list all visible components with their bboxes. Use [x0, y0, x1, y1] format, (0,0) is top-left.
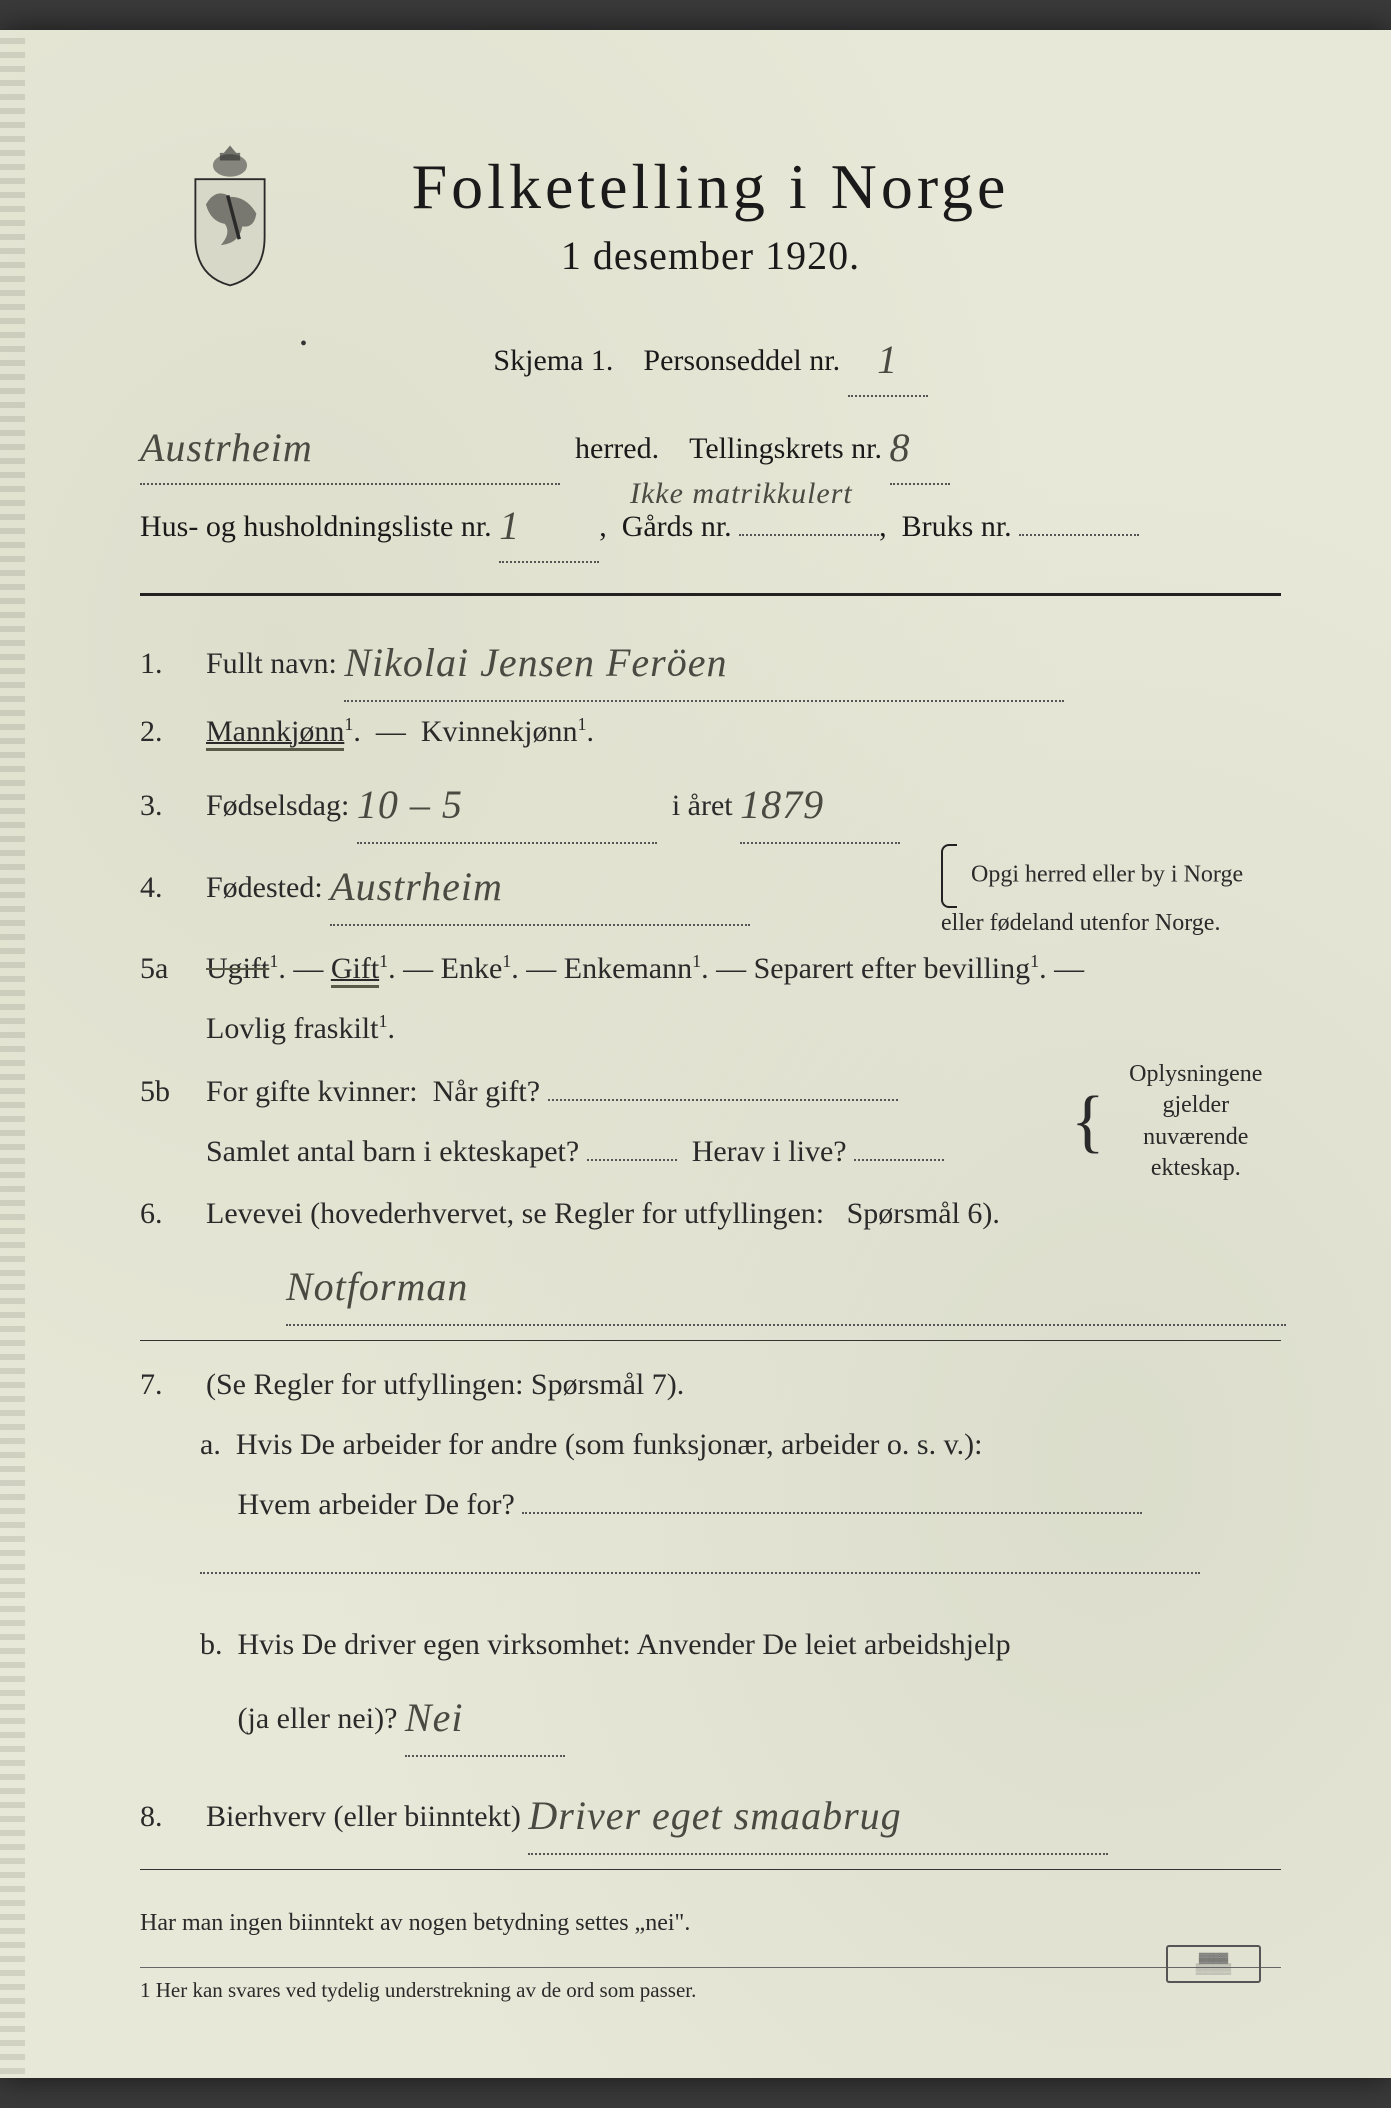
printer-stamp-icon: ▓▓▓▓▒▒▒▒▒ [1166, 1945, 1261, 1983]
q5b-side-note: { Oplysningene gjelder nuværende ekteska… [1071, 1059, 1281, 1184]
q1-row: 1. Fullt navn: Nikolai Jensen Feröen [140, 620, 1281, 702]
q6-row: 6. Levevei (hovederhvervet, se Regler fo… [140, 1184, 1281, 1326]
divider [140, 1340, 1281, 1341]
personseddel-nr: 1 [877, 337, 898, 382]
tellingskrets-nr: 8 [890, 425, 911, 470]
census-form-page: Folketelling i Norge 1 desember 1920. • … [0, 30, 1391, 2078]
page-date: 1 desember 1920. [140, 232, 1281, 279]
herred-value: Austrheim [140, 425, 313, 470]
q5b-row: 5b For gifte kvinner: Når gift? Samlet a… [140, 1059, 1281, 1184]
separert-option: Separert efter bevilling [754, 952, 1031, 985]
divider [140, 1869, 1281, 1870]
form-header: Folketelling i Norge 1 desember 1920. • … [140, 150, 1281, 563]
divider [140, 593, 1281, 596]
q4-side-note: Opgi herred eller by i Norge eller fødel… [941, 844, 1281, 939]
occupation-value: Notforman [286, 1264, 468, 1309]
q5a-row: 5a Ugift1. — Gift1. — Enke1. — Enkemann1… [140, 939, 1281, 1059]
norway-coat-of-arms-icon [170, 140, 290, 290]
mannkjonn-option: Mannkjønn [206, 715, 344, 751]
kvinnekjonn-option: Kvinnekjønn [421, 715, 578, 748]
fraskilt-option: Lovlig fraskilt [206, 1012, 378, 1045]
q8-row: 8. Bierhverv (eller biinntekt) Driver eg… [140, 1773, 1281, 1855]
q2-row: 2. Mannkjønn1. — Kvinnekjønn1. [140, 702, 1281, 762]
gift-option: Gift [331, 952, 379, 988]
full-name-value: Nikolai Jensen Feröen [344, 640, 727, 685]
q7b-row: b. Hvis De driver egen virksomhet: Anven… [200, 1615, 1281, 1757]
hired-help-value: Nei [405, 1695, 464, 1740]
birthplace-value: Austrheim [330, 864, 503, 909]
footnote: 1 Her kan svares ved tydelig understrekn… [140, 1967, 1281, 2003]
enke-option: Enke [441, 952, 503, 985]
schema-line: • Skjema 1. Personseddel nr. 1 [140, 319, 1281, 397]
q4-row: 4. Fødested: Austrheim Opgi herred eller… [140, 844, 1281, 939]
q7a-row: a. Hvis De arbeider for andre (som funks… [200, 1415, 1281, 1595]
footer-note: Har man ingen biinntekt av nogen betydni… [140, 1910, 1281, 1937]
ugift-option: Ugift [206, 952, 269, 985]
husliste-nr: 1 [499, 503, 520, 548]
enkemann-option: Enkemann [564, 952, 692, 985]
husliste-line: Ikke matrikkulert Hus- og husholdningsli… [140, 485, 1281, 563]
page-title: Folketelling i Norge [140, 150, 1281, 224]
birthyear-value: 1879 [740, 782, 824, 827]
gards-note: Ikke matrikkulert [630, 465, 853, 522]
secondary-occupation-value: Driver eget smaabrug [528, 1793, 901, 1838]
q3-row: 3. Fødselsdag: 10 – 5 i året 1879 [140, 762, 1281, 844]
birthdate-value: 10 – 5 [357, 782, 463, 827]
q7-row: 7. (Se Regler for utfyllingen: Spørsmål … [140, 1355, 1281, 1415]
